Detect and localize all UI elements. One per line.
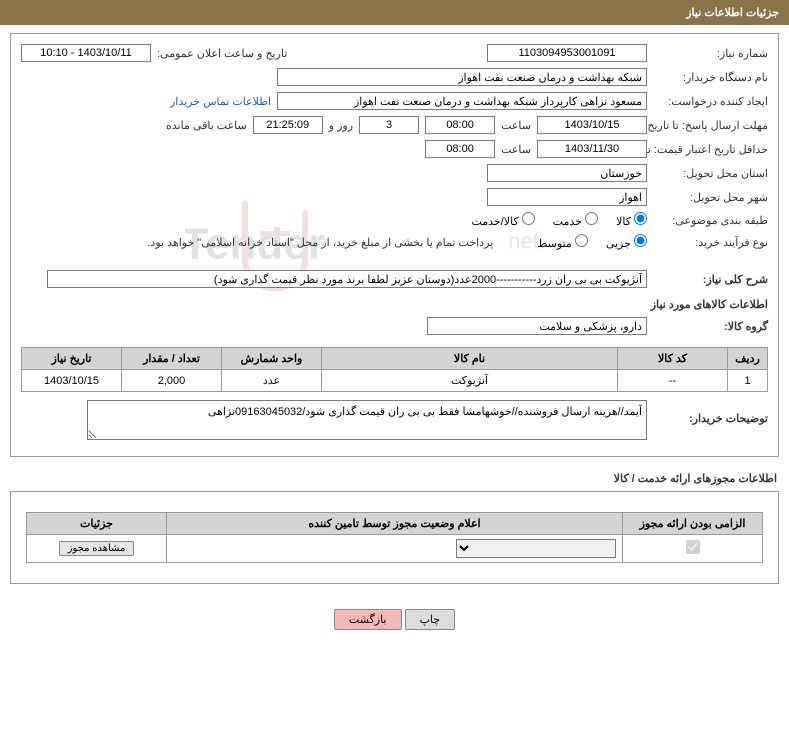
province-field[interactable] [487, 164, 647, 182]
radio-both[interactable] [522, 212, 535, 225]
group-label: گروه کالا: [653, 320, 768, 333]
need-no-field[interactable] [487, 44, 647, 62]
cell-code: -- [618, 370, 728, 392]
th-unit: واحد شمارش [222, 348, 322, 370]
buyer-org-field[interactable] [277, 68, 647, 86]
announce-field[interactable] [21, 44, 151, 62]
mandatory-checkbox [686, 540, 700, 554]
buyer-notes-field[interactable] [87, 400, 647, 440]
radio-goods-label[interactable]: کالا [616, 212, 647, 228]
group-field[interactable] [427, 317, 647, 335]
license-row: مشاهده مجوز [27, 535, 763, 563]
th-name: نام کالا [322, 348, 618, 370]
deadline-label: مهلت ارسال پاسخ: تا تاریخ: [653, 119, 768, 132]
th-qty: تعداد / مقدار [122, 348, 222, 370]
hours-remain-field[interactable] [253, 116, 323, 134]
buyer-contact-link[interactable]: اطلاعات تماس خریدار [170, 95, 271, 108]
time-label-1: ساعت [501, 119, 531, 132]
th-status: اعلام وضعیت مجوز توسط تامین کننده [167, 513, 623, 535]
buyer-notes-label: توضیحات خریدار: [653, 400, 768, 425]
creator-label: ایجاد کننده درخواست: [653, 95, 768, 108]
radio-small-label[interactable]: جزیی [606, 234, 647, 250]
license-title: اطلاعات مجوزهای ارائه خدمت / کالا [10, 472, 777, 485]
days-and-label: روز و [329, 119, 353, 132]
cell-mandatory [623, 535, 763, 563]
cell-details: مشاهده مجوز [27, 535, 167, 563]
need-no-label: شماره نیاز: [653, 47, 768, 60]
main-panel: AriaTender .net شماره نیاز: تاریخ و ساعت… [10, 33, 779, 457]
time-label-2: ساعت [501, 143, 531, 156]
radio-small[interactable] [634, 234, 647, 247]
th-code: کد کالا [618, 348, 728, 370]
content-area: AriaTender .net شماره نیاز: تاریخ و ساعت… [0, 25, 789, 658]
province-label: استان محل تحویل: [653, 167, 768, 180]
buyer-org-label: نام دستگاه خریدار: [653, 71, 768, 84]
desc-field[interactable] [47, 270, 647, 288]
license-panel: الزامی بودن ارائه مجوز اعلام وضعیت مجوز … [10, 491, 779, 584]
th-row: ردیف [728, 348, 768, 370]
purchase-note: پرداخت تمام یا بخشی از مبلغ خرید، از محل… [147, 236, 493, 249]
footer-buttons: چاپ بازگشت [10, 599, 779, 650]
back-button[interactable]: بازگشت [334, 609, 402, 630]
city-field[interactable] [487, 188, 647, 206]
th-details: جزئیات [27, 513, 167, 535]
table-row: 1 -- آنژیوکت عدد 2,000 1403/10/15 [22, 370, 768, 392]
radio-service-label[interactable]: خدمت [553, 212, 598, 228]
th-mandatory: الزامی بودن ارائه مجوز [623, 513, 763, 535]
creator-field[interactable] [277, 92, 647, 110]
page-header: جزئیات اطلاعات نیاز [0, 0, 789, 25]
status-select[interactable] [456, 539, 616, 558]
quote-valid-date-field[interactable] [537, 140, 647, 158]
announce-label: تاریخ و ساعت اعلان عمومی: [157, 47, 287, 60]
remain-label: ساعت باقی مانده [166, 119, 247, 132]
cell-name: آنژیوکت [322, 370, 618, 392]
radio-service[interactable] [585, 212, 598, 225]
radio-medium[interactable] [575, 234, 588, 247]
radio-medium-label[interactable]: متوسط [537, 234, 588, 250]
days-remain-field[interactable] [359, 116, 419, 134]
page-title: جزئیات اطلاعات نیاز [686, 7, 779, 19]
category-label: طبقه بندی موضوعی: [653, 214, 768, 227]
print-button[interactable]: چاپ [405, 609, 456, 630]
deadline-date-field[interactable] [537, 116, 647, 134]
goods-info-title: اطلاعات کالاهای مورد نیاز [21, 298, 768, 311]
license-table: الزامی بودن ارائه مجوز اعلام وضعیت مجوز … [26, 512, 763, 563]
radio-both-label[interactable]: کالا/خدمت [471, 212, 534, 228]
deadline-time-field[interactable] [425, 116, 495, 134]
cell-status [167, 535, 623, 563]
view-license-button[interactable]: مشاهده مجوز [59, 541, 135, 556]
quote-valid-time-field[interactable] [425, 140, 495, 158]
cell-qty: 2,000 [122, 370, 222, 392]
city-label: شهر محل تحویل: [653, 191, 768, 204]
quote-valid-label: حداقل تاریخ اعتبار قیمت: تا تاریخ: [653, 143, 768, 156]
desc-label: شرح کلی نیاز: [653, 273, 768, 286]
cell-date: 1403/10/15 [22, 370, 122, 392]
cell-row: 1 [728, 370, 768, 392]
purchase-type-label: نوع فرآیند خرید: [653, 236, 768, 249]
goods-table: ردیف کد کالا نام کالا واحد شمارش تعداد /… [21, 347, 768, 392]
th-date: تاریخ نیاز [22, 348, 122, 370]
cell-unit: عدد [222, 370, 322, 392]
radio-goods[interactable] [634, 212, 647, 225]
